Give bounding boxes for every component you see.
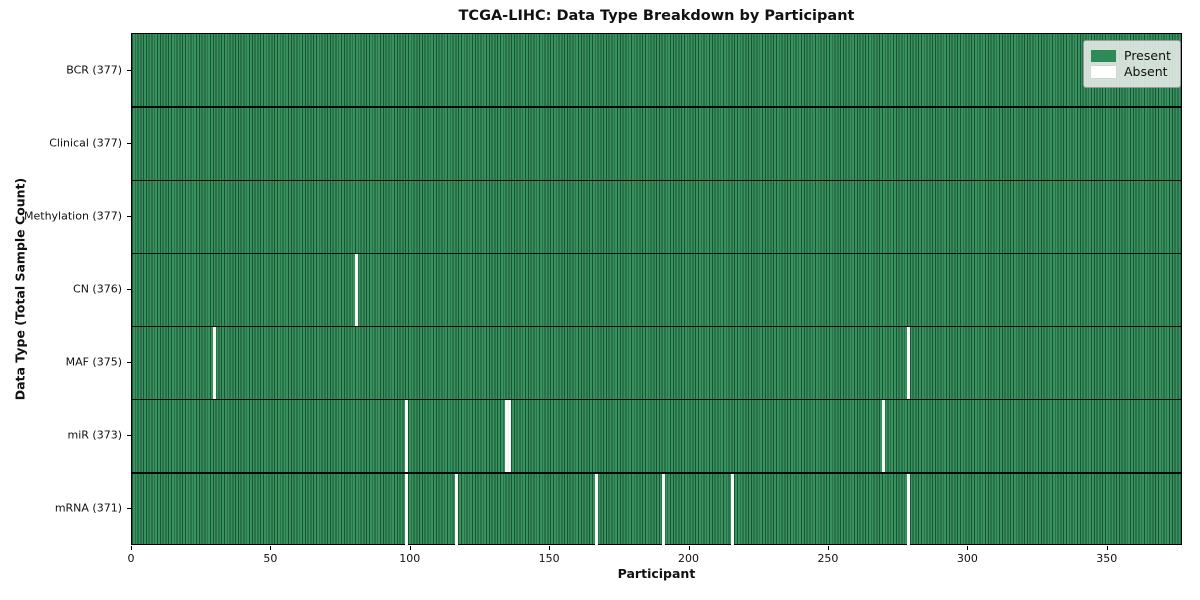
y-tick-mark: [127, 215, 131, 217]
x-axis-label: Participant: [617, 566, 696, 581]
heatmap-row-miR: [132, 399, 1181, 473]
y-tick-label: mRNA (371): [54, 501, 122, 515]
row-separator: [132, 325, 1181, 328]
absent-mark: [455, 472, 459, 546]
legend-entry-present: Present: [1091, 48, 1171, 63]
absent-mark: [508, 399, 512, 473]
x-tick-mark: [549, 546, 551, 550]
heatmap-row-MAF: [132, 326, 1181, 400]
x-tick-mark: [967, 546, 969, 550]
heatmap-row-Clinical: [132, 107, 1181, 180]
y-tick-label: BCR (377): [66, 63, 122, 77]
y-tick-mark: [127, 289, 131, 290]
x-tick-mark: [131, 546, 132, 550]
row-separator: [132, 252, 1181, 255]
y-tick-mark: [127, 69, 131, 71]
y-tick-label: Clinical (377): [49, 136, 122, 150]
y-tick-label: miR (373): [67, 428, 123, 442]
absent-mark: [881, 399, 885, 473]
legend-absent-label: Absent: [1124, 63, 1168, 79]
legend-present-label: Present: [1124, 48, 1171, 63]
x-tick-label: 250: [817, 552, 839, 565]
y-tick-label: CN (376): [73, 282, 122, 296]
x-tick-label: 150: [538, 552, 560, 565]
plot-area: [131, 33, 1182, 546]
y-tick-label: Methylation (377): [24, 209, 122, 223]
absent-mark: [354, 253, 358, 327]
x-tick-label: 200: [678, 552, 700, 565]
row-separator: [132, 399, 1181, 401]
absent-mark: [405, 472, 409, 546]
heatmap-row-mRNA: [132, 472, 1181, 546]
absent-mark: [906, 326, 910, 400]
y-tick-label: MAF (375): [65, 355, 122, 369]
heatmap-row-Methylation: [132, 180, 1181, 253]
y-tick-mark: [127, 508, 131, 510]
absent-mark: [906, 472, 910, 546]
chart-title: TCGA-LIHC: Data Type Breakdown by Partic…: [458, 8, 855, 24]
absent-mark: [594, 472, 598, 546]
heatmap-row-BCR: [132, 34, 1181, 107]
absent-mark: [212, 326, 216, 400]
row-separator: [132, 106, 1181, 108]
y-tick-mark: [127, 142, 131, 144]
x-tick-mark: [688, 546, 690, 550]
legend: Present Absent: [1083, 40, 1181, 88]
heatmap-row-CN: [132, 253, 1181, 327]
absent-mark: [505, 399, 509, 473]
y-tick-mark: [127, 362, 131, 364]
legend-entry-absent: Absent: [1091, 63, 1171, 79]
absent-mark: [731, 472, 735, 546]
x-tick-label: 50: [263, 552, 278, 565]
x-tick-mark: [1106, 546, 1108, 550]
x-tick-mark: [270, 546, 272, 550]
legend-present-swatch: [1091, 50, 1116, 63]
row-separator: [132, 179, 1181, 181]
absent-mark: [661, 472, 665, 546]
x-tick-label: 100: [399, 552, 421, 565]
legend-absent-swatch: [1091, 65, 1116, 78]
x-tick-label: 300: [956, 552, 978, 565]
y-tick-mark: [127, 435, 131, 437]
absent-mark: [405, 399, 409, 473]
x-tick-mark: [409, 546, 411, 550]
row-separator: [132, 472, 1181, 474]
x-tick-label: 350: [1096, 552, 1118, 565]
x-tick-label: 0: [127, 552, 135, 565]
x-tick-mark: [827, 546, 829, 550]
